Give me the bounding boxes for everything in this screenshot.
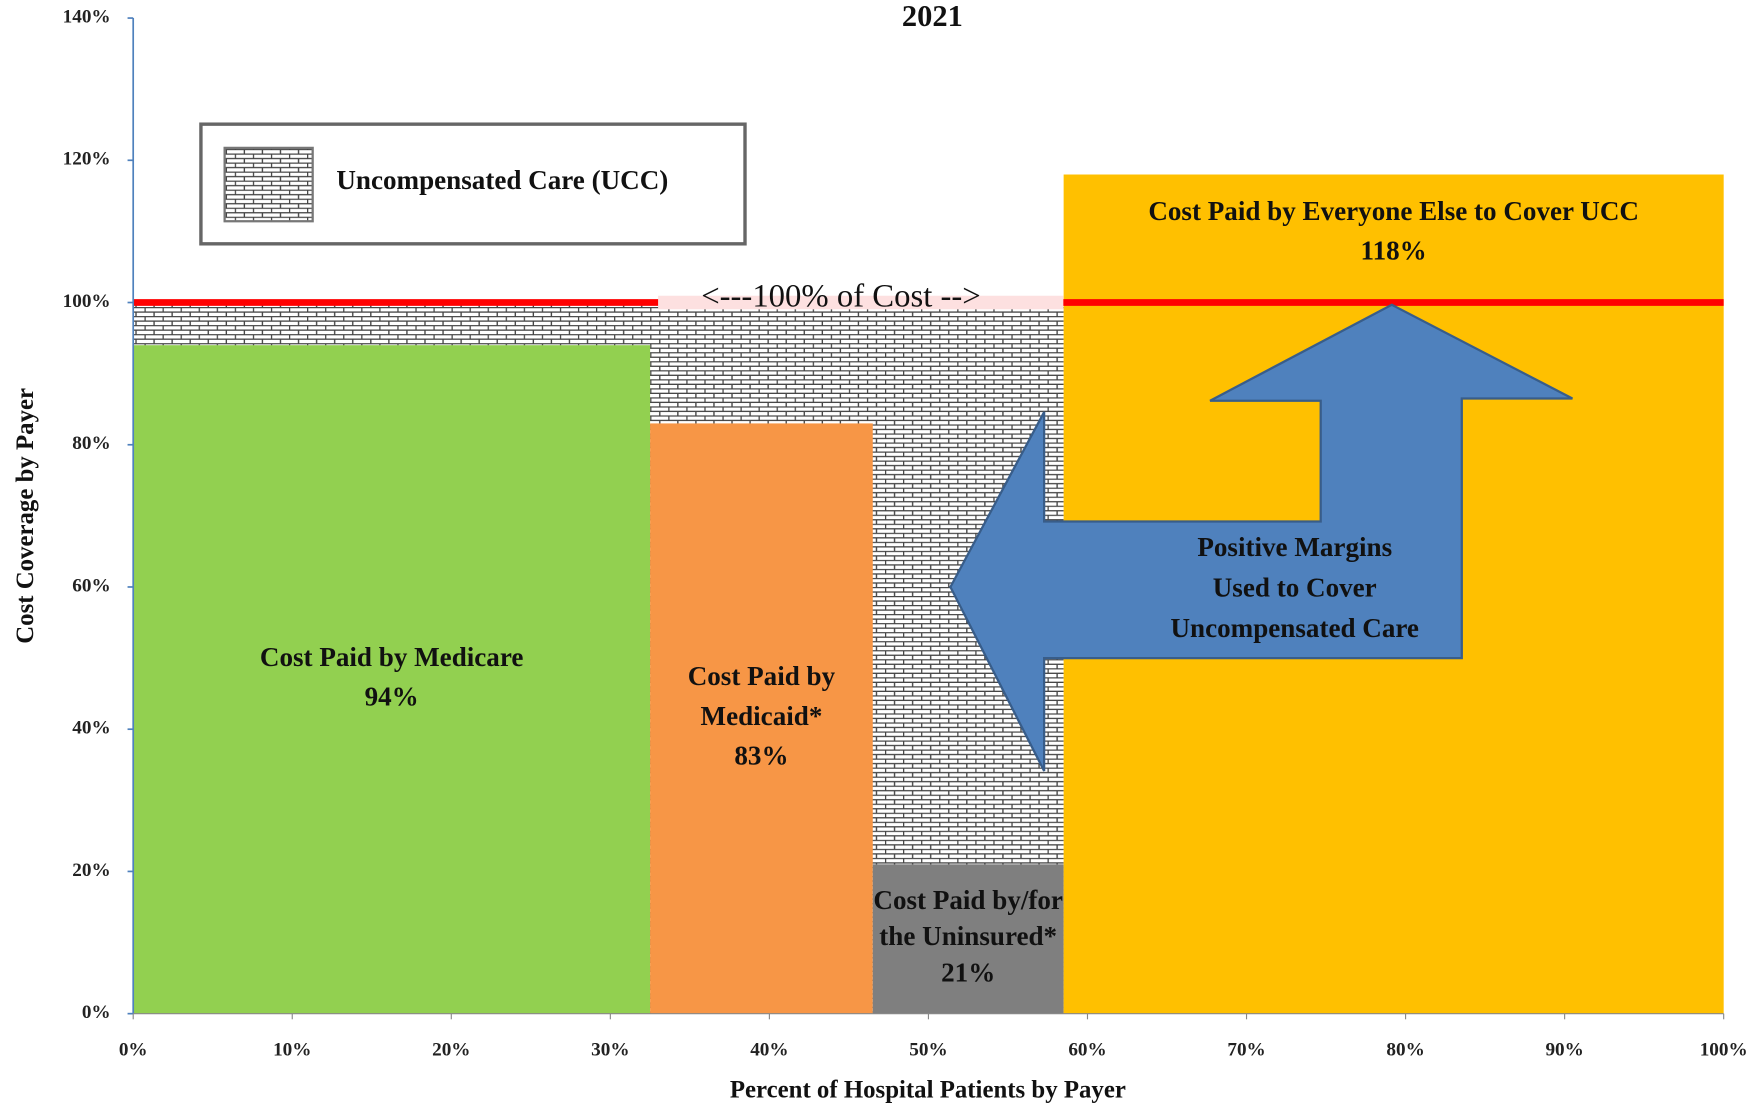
value-label: 94% <box>365 681 419 711</box>
y-tick-label: 60% <box>72 575 110 596</box>
y-tick-label: 80% <box>72 433 110 454</box>
y-tick-label: 40% <box>72 718 110 739</box>
plot-root: 0% 20% 40% 60% 80% 100% 120% 140% 0% 10% 20% 30% 40%… <box>12 0 1748 1103</box>
legend-label: Uncompensated Care (UCC) <box>336 165 668 195</box>
bar-label: Medicaid* <box>701 701 823 731</box>
legend-swatch <box>223 146 314 223</box>
x-tick-label: 40% <box>750 1039 788 1060</box>
arrow-text: Uncompensated Care <box>1171 613 1419 643</box>
value-label: 83% <box>734 740 788 770</box>
x-tick-label: 0% <box>119 1039 148 1060</box>
value-label: 118% <box>1361 236 1427 266</box>
x-tick-label: 30% <box>591 1039 629 1060</box>
y-tick-label: 20% <box>72 860 110 881</box>
arrow-text: Positive Margins <box>1197 532 1392 562</box>
chart-title: 2021 <box>902 0 963 33</box>
x-tick-label: 90% <box>1545 1039 1583 1060</box>
x-tick-label: 20% <box>432 1039 470 1060</box>
y-tick-label: 140% <box>63 6 111 27</box>
bar <box>650 423 873 1014</box>
y-tick-label: 0% <box>82 1002 111 1023</box>
x-tick-label: 100% <box>1700 1039 1748 1060</box>
bar <box>872 864 1064 1014</box>
x-tick-label: 50% <box>909 1039 947 1060</box>
x-tick-label: 10% <box>273 1039 311 1060</box>
bar-label: Cost Paid by Everyone Else to Cover UCC <box>1148 196 1639 226</box>
x-tick-label: 70% <box>1227 1039 1265 1060</box>
reference-label-bg <box>658 295 1064 310</box>
value-label: 21% <box>941 957 995 987</box>
bar-label: Cost Paid by/for <box>873 885 1063 915</box>
reference-label: <---100% of Cost --> <box>701 279 981 315</box>
bar <box>133 345 651 1014</box>
bar-label: the Uninsured* <box>879 921 1057 951</box>
arrow <box>949 303 1573 772</box>
y-axis-label: Cost Coverage by Payer <box>12 388 39 644</box>
y-tick-label: 120% <box>63 149 111 170</box>
bar-label: Cost Paid by <box>688 661 836 691</box>
x-axis-label: Percent of Hospital Patients by Payer <box>730 1076 1126 1103</box>
x-tick-label: 80% <box>1386 1039 1424 1060</box>
bar-label: Cost Paid by Medicare <box>260 642 523 672</box>
x-tick-label: 60% <box>1068 1039 1106 1060</box>
y-tick-label: 100% <box>63 291 111 312</box>
arrow-text: Used to Cover <box>1213 573 1377 603</box>
